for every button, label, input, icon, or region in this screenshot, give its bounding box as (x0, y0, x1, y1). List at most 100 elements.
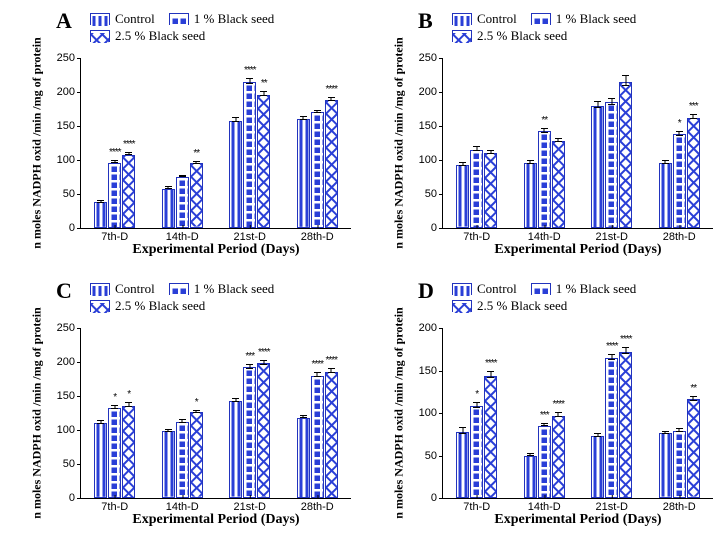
bar-group: ****** (229, 82, 270, 228)
legend-label: 2.5 % Black seed (477, 28, 567, 44)
legend-item-control: Control (452, 11, 517, 27)
bar: * (673, 134, 686, 228)
bar-group: ***** (456, 376, 497, 498)
significance-label: ** (541, 115, 547, 126)
error-bar (235, 117, 236, 122)
xtick-label: 28th-D (663, 498, 696, 513)
error-bar (597, 101, 598, 108)
legend-item-two: 2.5 % Black seed (90, 298, 205, 314)
bar (619, 82, 632, 228)
bar (229, 121, 242, 228)
ytick: 50 (425, 188, 443, 200)
error-bar (168, 186, 169, 189)
bar: * (108, 408, 121, 498)
bar-group: **** (659, 118, 700, 228)
error-bar (303, 415, 304, 418)
error-bar (693, 114, 694, 119)
significance-label: * (195, 397, 198, 408)
bar (162, 431, 175, 498)
ytick: 200 (419, 322, 443, 334)
ytick: 150 (419, 365, 443, 377)
panel-C: CControl1 % Black seed2.5 % Black seed05… (10, 278, 362, 538)
xtick-label: 21st-D (596, 498, 628, 513)
bar: * (122, 406, 135, 498)
legend-item-one: 1 % Black seed (531, 281, 637, 297)
significance-label: *** (540, 410, 549, 421)
bar: **** (325, 100, 338, 228)
error-bar (331, 368, 332, 373)
ytick: 250 (419, 52, 443, 64)
bar-group: ** (162, 163, 203, 228)
error-bar (611, 98, 612, 105)
legend-item-control: Control (452, 281, 517, 297)
error-bar (196, 161, 197, 164)
bar: *** (687, 118, 700, 228)
panel-B: BControl1 % Black seed2.5 % Black seed05… (372, 8, 724, 268)
error-bar (530, 453, 531, 456)
error-bar (476, 146, 477, 151)
significance-label: ** (193, 148, 199, 159)
bar (470, 150, 483, 228)
bar: ** (257, 95, 270, 228)
ytick: 250 (57, 52, 81, 64)
legend-item-one: 1 % Black seed (169, 281, 275, 297)
ytick: 50 (63, 188, 81, 200)
bar: * (470, 406, 483, 498)
bar-group: ******** (94, 155, 135, 228)
bar-group: ******** (297, 372, 338, 498)
error-bar (462, 162, 463, 166)
panel-label: D (418, 278, 434, 304)
significance-label: ** (261, 78, 267, 89)
xtick-label: 28th-D (301, 228, 334, 243)
bar-group: ** (659, 399, 700, 498)
ytick: 200 (57, 356, 81, 368)
bar: **** (619, 352, 632, 498)
bar: *** (243, 367, 256, 498)
panel-label: C (56, 278, 72, 304)
bar (591, 106, 604, 228)
legend-label: Control (115, 281, 155, 297)
xtick-label: 14th-D (166, 498, 199, 513)
error-bar (128, 152, 129, 155)
xtick-label: 7th-D (101, 498, 128, 513)
xtick-label: 14th-D (528, 228, 561, 243)
error-bar (490, 150, 491, 154)
x-axis-label: Experimental Period (Days) (81, 512, 351, 528)
legend-row-2: 2.5 % Black seed (90, 298, 219, 317)
legend-item-two: 2.5 % Black seed (90, 28, 205, 44)
bar: **** (257, 363, 270, 498)
ytick: 0 (431, 492, 443, 504)
bar (591, 436, 604, 498)
bar: *** (538, 426, 551, 498)
xtick-label: 14th-D (528, 498, 561, 513)
bar-group: ** (524, 131, 565, 228)
x-axis-label: Experimental Period (Days) (443, 242, 713, 258)
panel-label: B (418, 8, 433, 34)
ytick: 250 (57, 322, 81, 334)
error-bar (128, 402, 129, 406)
xtick-label: 7th-D (463, 498, 490, 513)
significance-label: **** (620, 334, 632, 345)
error-bar (317, 372, 318, 377)
error-bar (558, 138, 559, 143)
bar (524, 163, 537, 228)
panel-D: DControl1 % Black seed2.5 % Black seed05… (372, 278, 724, 538)
significance-label: **** (606, 341, 618, 352)
error-bar (114, 160, 115, 163)
bar (176, 177, 189, 228)
error-bar (490, 371, 491, 378)
bar (456, 432, 469, 498)
legend-item-control: Control (90, 11, 155, 27)
bar-group: ******* (524, 416, 565, 498)
ytick: 150 (419, 120, 443, 132)
significance-label: **** (485, 358, 497, 369)
bar: * (190, 412, 203, 498)
legend-label: 1 % Black seed (194, 281, 275, 297)
error-bar (303, 116, 304, 120)
bar (94, 423, 107, 498)
y-axis-label: n moles NADPH oxid /min /mg of protein (392, 37, 407, 248)
bar (94, 202, 107, 228)
xtick-label: 21st-D (596, 228, 628, 243)
significance-label: **** (325, 84, 337, 95)
legend-label: 1 % Black seed (194, 11, 275, 27)
